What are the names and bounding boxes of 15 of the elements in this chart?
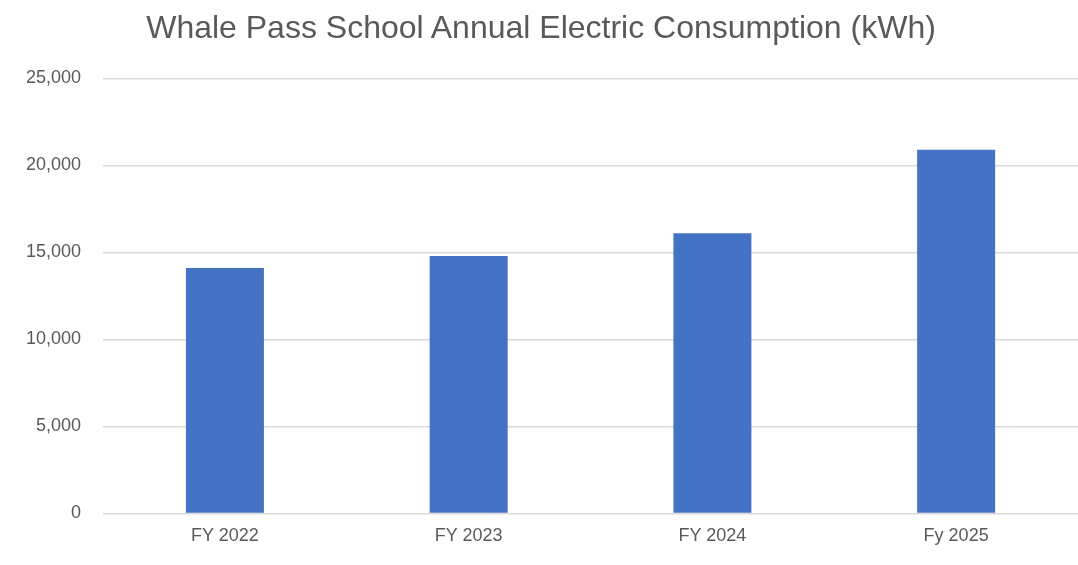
y-tick-label: 10,000 [25, 328, 82, 349]
bar [185, 268, 264, 513]
y-tick-label: 25,000 [25, 67, 82, 88]
y-tick-label: 0 [71, 502, 82, 523]
y-tick-label: 15,000 [25, 241, 82, 262]
y-tick-label: 5,000 [36, 415, 82, 436]
x-tick-label: FY 2023 [434, 525, 503, 546]
x-tick-label: FY 2024 [678, 525, 747, 546]
bar [917, 149, 996, 513]
x-tick-label: Fy 2025 [923, 525, 989, 546]
chart-title: Whale Pass School Annual Electric Consumption (kWh) [146, 9, 936, 46]
x-tick-label: FY 2022 [191, 525, 259, 546]
bar [429, 255, 508, 513]
y-tick-label: 20,000 [25, 154, 82, 175]
bar [673, 233, 752, 513]
